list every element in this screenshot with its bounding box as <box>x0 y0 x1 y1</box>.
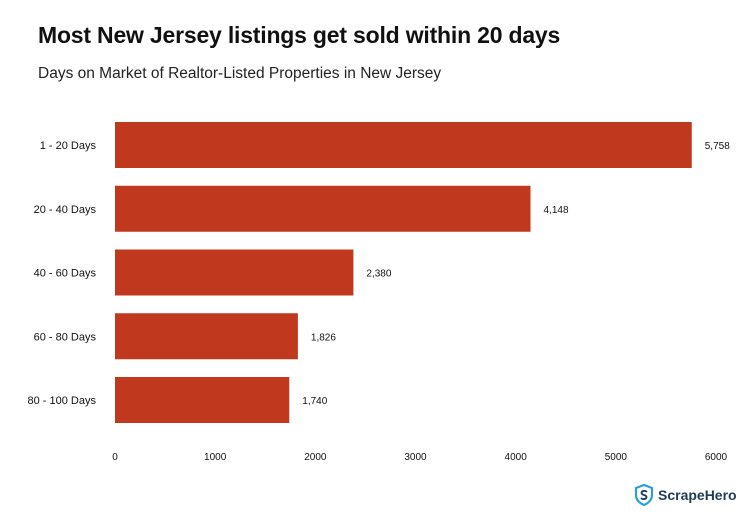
x-tick-label: 0 <box>112 452 118 463</box>
x-tick-label: 6000 <box>705 452 728 463</box>
x-tick-label: 4000 <box>505 452 528 463</box>
shield-icon <box>634 484 654 506</box>
data-label: 5,758 <box>705 141 730 152</box>
chart-subtitle: Days on Market of Realtor-Listed Propert… <box>38 65 442 82</box>
category-label: 80 - 100 Days <box>28 395 97 407</box>
data-label: 1,740 <box>302 396 327 407</box>
category-label: 20 - 40 Days <box>34 204 97 216</box>
bar <box>115 185 531 232</box>
x-tick-label: 3000 <box>404 452 427 463</box>
data-label: 1,826 <box>311 332 336 343</box>
bar <box>115 249 354 296</box>
category-label: 40 - 60 Days <box>34 268 97 280</box>
brand-name: ScrapeHero <box>658 487 737 503</box>
chart-title: Most New Jersey listings get sold within… <box>38 22 561 48</box>
x-tick-label: 2000 <box>304 452 327 463</box>
brand-logo: ScrapeHero <box>634 484 737 506</box>
category-label: 60 - 80 Days <box>34 331 97 343</box>
bar <box>115 313 298 360</box>
x-tick-label: 1000 <box>204 452 227 463</box>
data-label: 4,148 <box>543 205 568 216</box>
x-tick-label: 5000 <box>605 452 628 463</box>
bar <box>115 377 290 423</box>
data-label: 2,380 <box>366 269 391 280</box>
category-label: 1 - 20 Days <box>40 140 97 152</box>
bar <box>115 122 692 168</box>
